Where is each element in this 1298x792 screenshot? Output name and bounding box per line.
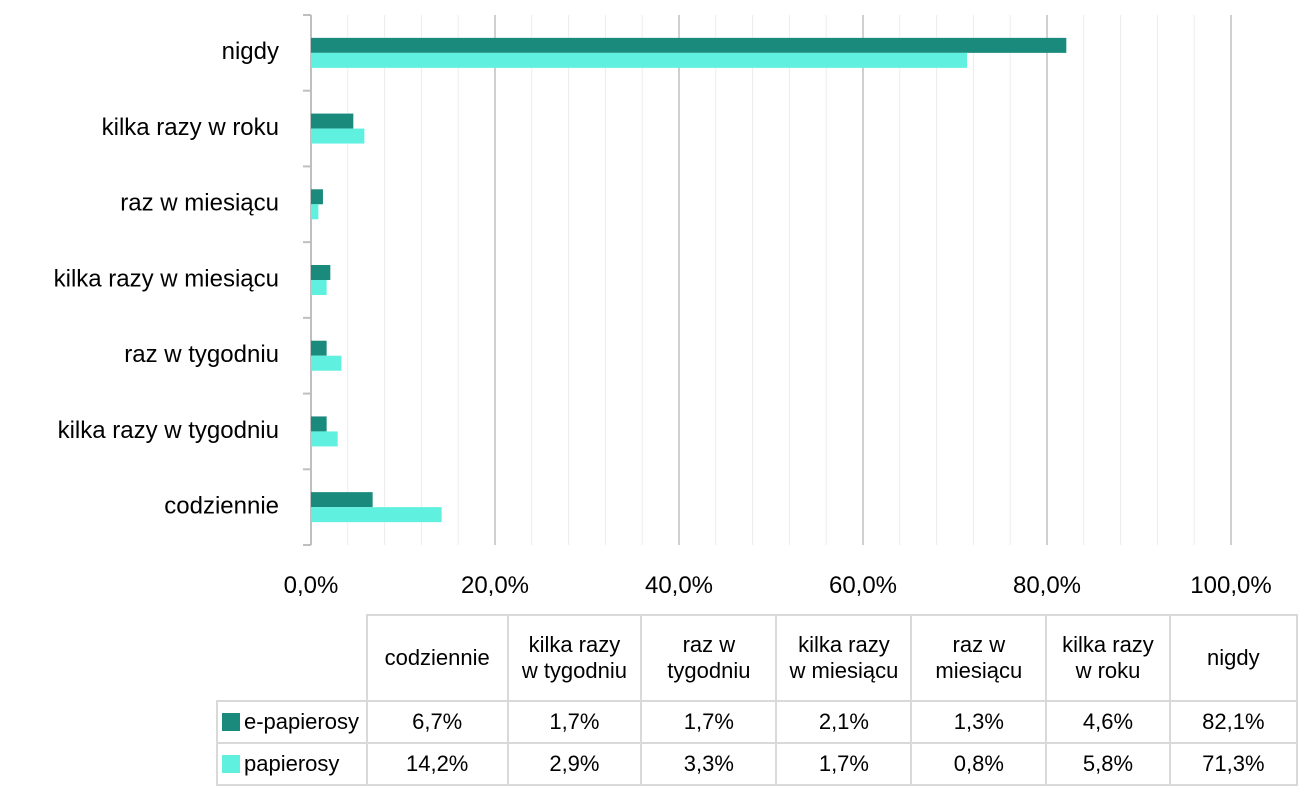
bar-e-papierosy [311, 113, 354, 129]
legend-swatch [222, 713, 240, 731]
bar-e-papierosy [311, 416, 327, 432]
x-tick-label: 20,0% [461, 572, 529, 599]
legend-entry: e-papierosy [216, 700, 368, 744]
bar-papierosy [311, 355, 342, 371]
bar-papierosy [311, 507, 442, 523]
data-table-header-row: codziennie kilka razy w tygodniu raz w tygod… [217, 614, 1298, 702]
data-label: 82,1% [1168, 700, 1298, 744]
data-label: 2,9% [506, 742, 643, 786]
table-header-cell: raz w tygodniu [640, 614, 778, 702]
data-label: 1,7% [775, 742, 913, 786]
legend-swatch [222, 755, 240, 773]
table-row: e-papierosy 6,7% 1,7% 1,7% 2,1% 1,3% 4,6% 82,1% [216, 700, 1298, 744]
data-label: 5,8% [1045, 742, 1171, 786]
data-label: 0,8% [910, 742, 1048, 786]
data-label: 6,7% [365, 700, 509, 744]
data-label: 1,3% [910, 700, 1048, 744]
data-table: codziennie kilka razy w tygodniu raz w tygod… [216, 614, 1298, 786]
bar-e-papierosy [311, 37, 1067, 53]
x-tick-label: 0,0% [284, 572, 339, 599]
table-header-cell: kilka razy w miesiącu [775, 614, 913, 702]
data-label: 1,7% [640, 700, 778, 744]
data-label: 1,7% [506, 700, 643, 744]
bar-e-papierosy [311, 340, 327, 356]
data-label: 71,3% [1168, 742, 1298, 786]
table-row: papierosy 14,2% 2,9% 3,3% 1,7% 0,8% 5,8% 71,3% [216, 742, 1298, 786]
x-tick-label: 100,0% [1190, 572, 1271, 599]
data-label: 4,6% [1045, 700, 1171, 744]
legend-label: papierosy [244, 751, 340, 776]
bar-e-papierosy [311, 189, 323, 205]
x-tick-label: 40,0% [645, 572, 713, 599]
category-label: kilka razy w miesiącu [54, 265, 279, 292]
category-label: codziennie [164, 492, 279, 519]
bar-papierosy [311, 128, 365, 144]
bar-papierosy [311, 52, 967, 68]
table-header-cell: kilka razy w roku [1045, 614, 1171, 702]
data-label: 2,1% [775, 700, 913, 744]
category-label: nigdy [222, 38, 279, 65]
data-label: 14,2% [365, 742, 509, 786]
table-header-cell: nigdy [1168, 614, 1298, 702]
legend-label: e-papierosy [244, 709, 359, 734]
bar-papierosy [311, 431, 338, 447]
legend-entry: papierosy [216, 742, 368, 786]
table-header-cell: kilka razy w tygodniu [506, 614, 643, 702]
x-tick-label: 80,0% [1013, 572, 1081, 599]
table-corner-cell [217, 615, 368, 702]
bar-papierosy [311, 280, 327, 295]
category-label: raz w tygodniu [124, 341, 279, 368]
bar-chart: codziennie kilka razy w tygodniu raz w tyg… [54, 14, 1272, 599]
table-header-cell: raz w miesiącu [910, 614, 1048, 702]
bar-e-papierosy [311, 265, 331, 280]
category-label: raz w miesiącu [120, 190, 279, 217]
x-tick-label: 60,0% [829, 572, 897, 599]
category-label: kilka razy w roku [102, 114, 279, 141]
table-header-cell: codziennie [365, 614, 509, 702]
data-label: 3,3% [640, 742, 778, 786]
bar-e-papierosy [311, 492, 373, 508]
category-label: kilka razy w tygodniu [58, 417, 279, 444]
bar-papierosy [311, 204, 319, 220]
